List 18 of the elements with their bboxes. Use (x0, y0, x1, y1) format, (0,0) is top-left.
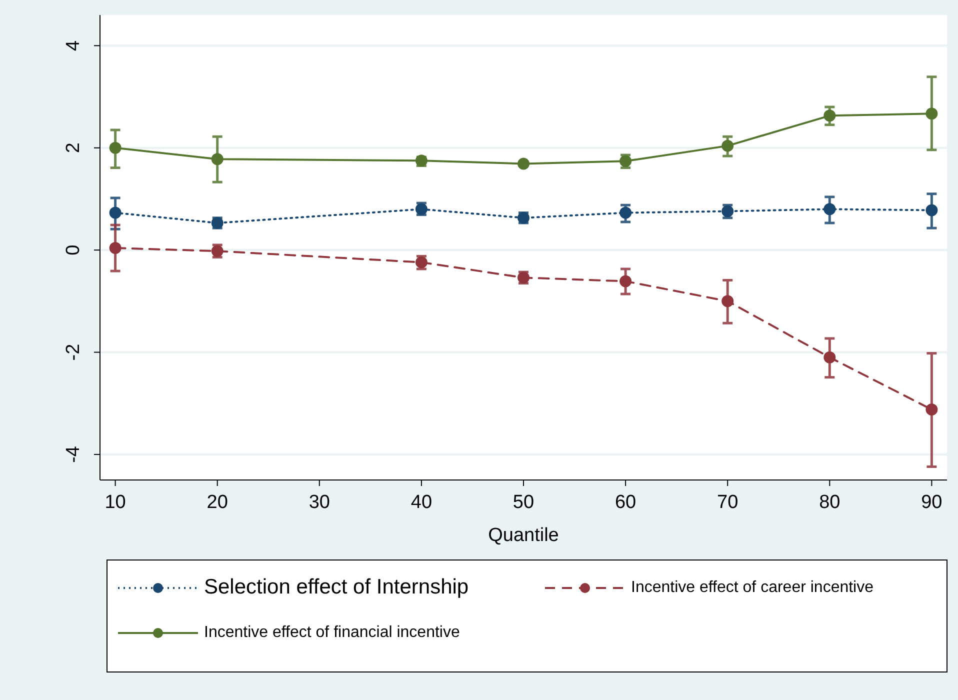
x-tick-label: 40 (410, 492, 432, 513)
x-tick-label: 90 (921, 492, 942, 513)
x-tick-label: 60 (614, 492, 636, 513)
x-tick-label: 80 (819, 492, 840, 513)
y-tick-label: 0 (63, 244, 84, 256)
y-tick-label: 2 (63, 142, 84, 154)
x-tick-label: 50 (512, 492, 534, 513)
x-tick-label: 30 (308, 492, 330, 513)
legend-label: Selection effect of Internship (204, 576, 469, 599)
y-tick-label: -2 (63, 344, 84, 361)
legend-label: Incentive effect of financial incentive (204, 624, 460, 642)
x-tick-label: 70 (717, 492, 738, 513)
legend-label: Incentive effect of career incentive (631, 579, 874, 596)
x-tick-label: 10 (104, 492, 126, 513)
x-tick-label: 20 (206, 492, 228, 513)
x-axis-title: Quantile (488, 525, 559, 546)
y-tick-label: -4 (63, 446, 84, 463)
y-tick-label: 4 (63, 40, 84, 51)
